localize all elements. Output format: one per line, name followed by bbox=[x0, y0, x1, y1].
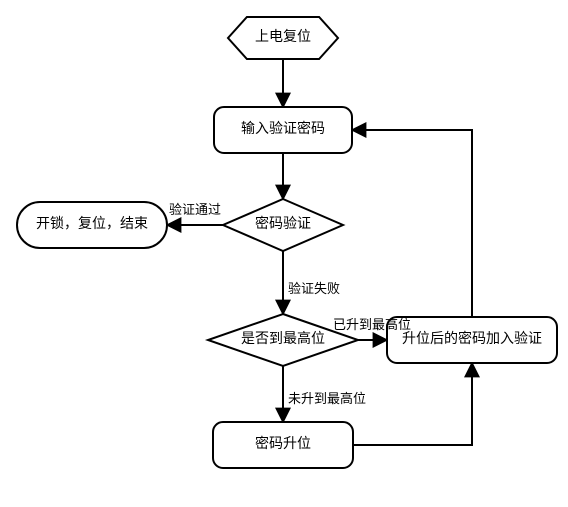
node-label-start: 上电复位 bbox=[255, 28, 311, 45]
edge-joined-input bbox=[352, 130, 472, 317]
node-label-ismax: 是否到最高位 bbox=[241, 330, 325, 347]
edge-shift-joined bbox=[353, 363, 472, 445]
edge-label-ismax-joined: 已升到最高位 bbox=[333, 317, 411, 332]
node-label-shift: 密码升位 bbox=[255, 435, 311, 452]
node-label-joined: 升位后的密码加入验证 bbox=[402, 330, 542, 347]
edge-label-verify-ismax: 验证失败 bbox=[288, 281, 340, 296]
node-label-end: 开锁，复位，结束 bbox=[36, 215, 148, 232]
edge-label-verify-end: 验证通过 bbox=[169, 202, 221, 217]
node-label-verify: 密码验证 bbox=[255, 215, 311, 232]
flowchart-canvas: 上电复位输入验证密码密码验证 开锁，复位，结束是否到最高位密码升位 升位后的密码加入… bbox=[0, 0, 568, 507]
edge-label-ismax-shift: 未升到最高位 bbox=[288, 391, 366, 406]
node-label-input: 输入验证密码 bbox=[241, 120, 325, 137]
